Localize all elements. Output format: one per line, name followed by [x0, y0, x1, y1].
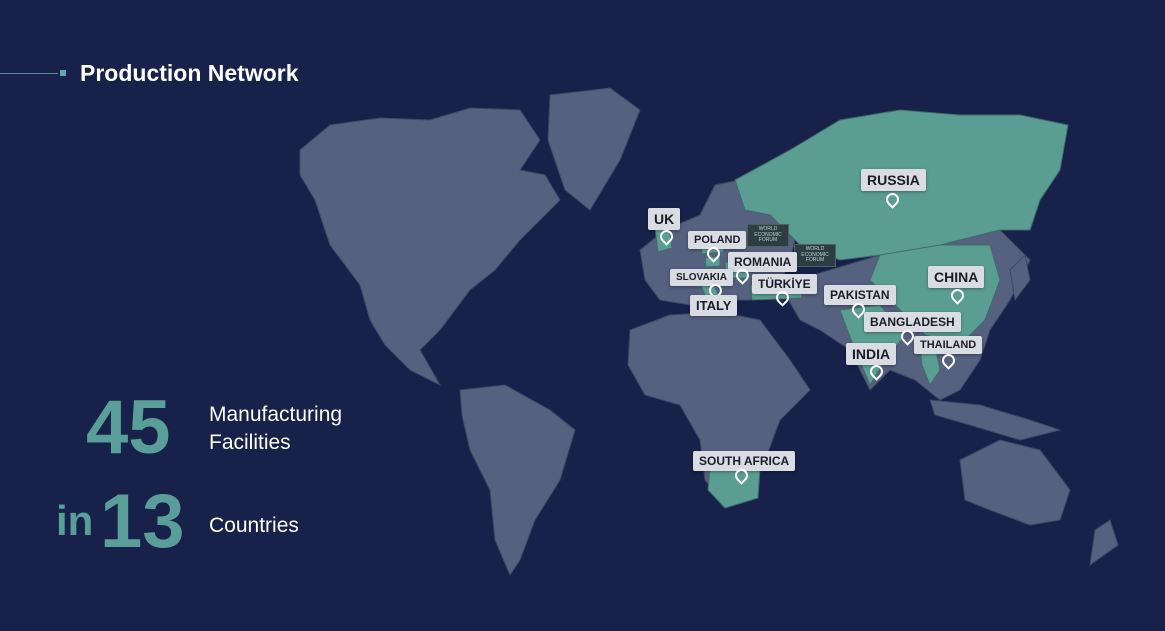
greenland [547, 87, 641, 211]
label-india: INDIA [846, 343, 897, 365]
title-bullet [60, 70, 66, 76]
south-america [459, 384, 576, 577]
new-zealand [1089, 519, 1119, 567]
page-title: Production Network [80, 60, 299, 86]
title-rule [0, 73, 58, 74]
australia [959, 439, 1071, 526]
slovakia-shape [704, 255, 721, 268]
facilities-count: 45 [86, 385, 171, 470]
label-uk: UK [648, 208, 681, 230]
label-romania: ROMANIA [728, 252, 798, 272]
label-bangladesh: BANGLADESH [864, 312, 961, 332]
label-poland: POLAND [688, 231, 747, 249]
north-america [299, 107, 561, 387]
indonesia [929, 399, 1062, 441]
label-turkiye: TÜRKİYE [752, 274, 817, 294]
label-slovakia: SLOVAKIA [670, 269, 733, 286]
label-china: CHINA [928, 266, 985, 288]
label-south-africa: SOUTH AFRICA [693, 451, 796, 471]
label-thailand: THAILAND [914, 336, 983, 354]
wef-badge: WORLD ECONOMIC FORUM [747, 224, 789, 247]
wef-badge: WORLD ECONOMIC FORUM [794, 244, 836, 267]
label-pakistan: PAKISTAN [824, 285, 896, 305]
in-label: in [56, 497, 94, 544]
countries-label: Countries [209, 514, 299, 537]
countries-count: 13 [100, 479, 185, 564]
facilities-label: Manufacturing Facilities [209, 403, 343, 455]
label-italy: ITALY [690, 295, 738, 316]
japan [1009, 253, 1031, 302]
label-russia: RUSSIA [861, 169, 926, 191]
